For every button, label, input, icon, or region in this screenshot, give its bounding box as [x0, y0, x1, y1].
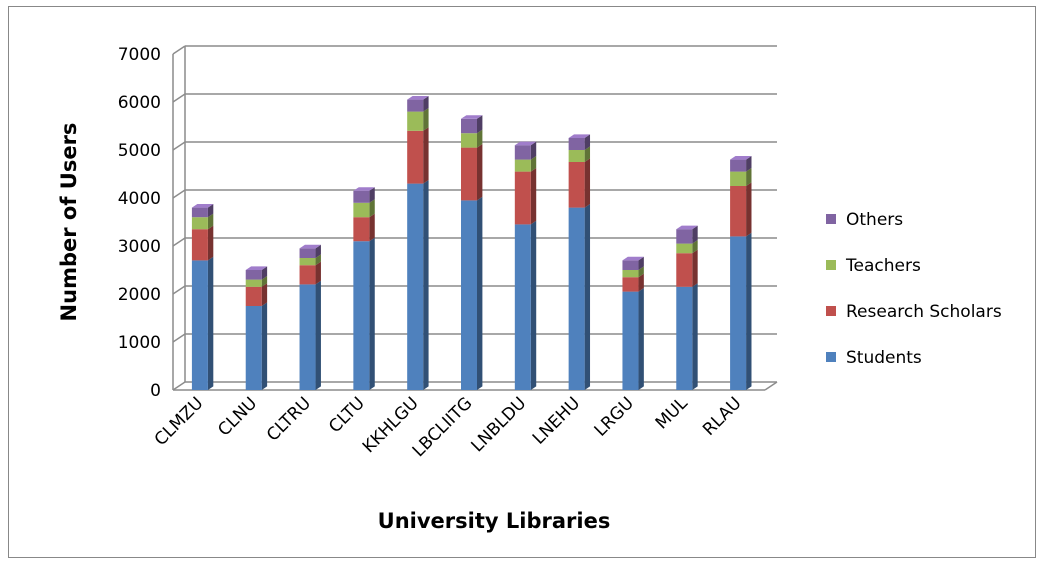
legend-item: Others — [826, 210, 903, 230]
y-tick-label: 1000 — [118, 333, 161, 353]
bar-segment-research-scholars — [299, 261, 321, 285]
y-axis-title: Number of Users — [57, 123, 81, 322]
x-tick-label: CLMZU — [151, 393, 208, 450]
bars — [191, 96, 752, 390]
gridline-depth — [172, 285, 186, 295]
x-tick-label: MUL — [652, 393, 692, 433]
gridline-depth — [172, 93, 186, 103]
bar-segment-teachers — [461, 129, 483, 148]
y-tick-label: 2000 — [118, 285, 161, 305]
legend-swatch — [826, 214, 836, 224]
bar-segment-students — [568, 204, 591, 390]
bar-segment-others — [353, 187, 375, 203]
bar-segment-teachers — [514, 156, 537, 172]
bar-segment-research-scholars — [622, 273, 644, 292]
bar-segment-teachers — [191, 213, 214, 230]
x-axis-title: University Libraries — [378, 509, 611, 533]
bar-segment-others — [676, 225, 698, 244]
bar-segment-teachers — [622, 266, 644, 278]
bar-segment-others — [730, 156, 752, 172]
bar-segment-research-scholars — [245, 283, 268, 306]
bar-segment-teachers — [299, 254, 321, 266]
legend-label: Students — [846, 348, 922, 368]
bar-segment-students — [299, 280, 321, 390]
y-tick-labels: 0 1000 2000 3000 4000 5000 6000 7000 — [118, 45, 161, 401]
y-tick-label: 7000 — [118, 45, 161, 65]
bar-segment-others — [622, 256, 644, 270]
y-tick-label: 6000 — [118, 93, 161, 113]
legend-swatch — [826, 352, 836, 362]
bar-segment-students — [245, 302, 268, 390]
gridline-depth — [172, 141, 186, 151]
x-tick-label: LNBLDU — [468, 393, 531, 456]
legend-item: Teachers — [826, 256, 921, 276]
legend-swatch — [826, 306, 836, 316]
y-tick-label: 0 — [150, 381, 161, 401]
bar-segment-research-scholars — [461, 144, 483, 201]
x-tick-labels: CLMZU CLNU CLTRU CLTUKKHLGULBCLIITGLNBLDULN… — [151, 393, 746, 461]
bar-segment-research-scholars — [191, 225, 214, 261]
bar-segment-teachers — [676, 240, 698, 254]
bar-segment-teachers — [730, 168, 752, 186]
bar-segment-others — [407, 96, 429, 112]
x-tick-label: CLTRU — [263, 393, 315, 445]
x-tick-label: LNEHU — [529, 393, 584, 448]
bar-segment-students — [191, 256, 214, 390]
floor-edge — [764, 381, 778, 391]
bar-segment-research-scholars — [407, 127, 429, 184]
x-tick-label: LBCLIITG — [409, 393, 477, 461]
y-tick-label: 3000 — [118, 237, 161, 257]
gridline-depth — [172, 237, 186, 247]
bar-segment-others — [245, 266, 268, 280]
bar-segment-students — [461, 196, 483, 390]
y-tick-label: 4000 — [118, 189, 161, 209]
bar-segment-others — [461, 115, 483, 134]
gridline-depth — [172, 189, 186, 199]
bar-segment-research-scholars — [730, 182, 752, 237]
legend-label: Teachers — [845, 256, 921, 276]
legend-swatch — [826, 260, 836, 270]
bar-segment-others — [299, 244, 321, 258]
legend-label: Research Scholars — [846, 302, 1002, 322]
legend-item: Students — [826, 348, 922, 368]
x-tick-label: CLNU — [214, 393, 261, 440]
gridline-depth — [172, 381, 186, 391]
bar-segment-research-scholars — [514, 168, 537, 225]
legend-item: Research Scholars — [826, 302, 1002, 322]
legend-label: Others — [846, 210, 903, 230]
x-tick-label: RLAU — [699, 393, 745, 439]
bar-segment-students — [730, 232, 752, 390]
legend: Others Teachers Research Scholars Students — [826, 210, 1002, 368]
bar-segment-others — [568, 134, 591, 150]
bar-segment-research-scholars — [568, 158, 591, 208]
bar-segment-students — [353, 237, 375, 390]
bar-segment-teachers — [568, 146, 591, 162]
bar-segment-students — [676, 283, 698, 390]
bar-segment-teachers — [407, 108, 429, 131]
y-tick-label: 5000 — [118, 141, 161, 161]
gridline-depth — [172, 333, 186, 343]
bar-segment-research-scholars — [676, 249, 698, 287]
bar-segment-teachers — [353, 199, 375, 218]
bar-segment-research-scholars — [353, 213, 375, 242]
x-tick-label: LRGU — [591, 393, 638, 440]
gridline-depth — [172, 45, 186, 55]
bar-segment-others — [514, 141, 537, 160]
bar-segment-students — [622, 288, 644, 390]
bar-segment-students — [514, 220, 537, 390]
bar-segment-teachers — [245, 276, 268, 287]
bar-segment-others — [191, 204, 214, 218]
x-tick-label: CLTU — [325, 393, 369, 437]
bar-segment-students — [407, 180, 429, 390]
